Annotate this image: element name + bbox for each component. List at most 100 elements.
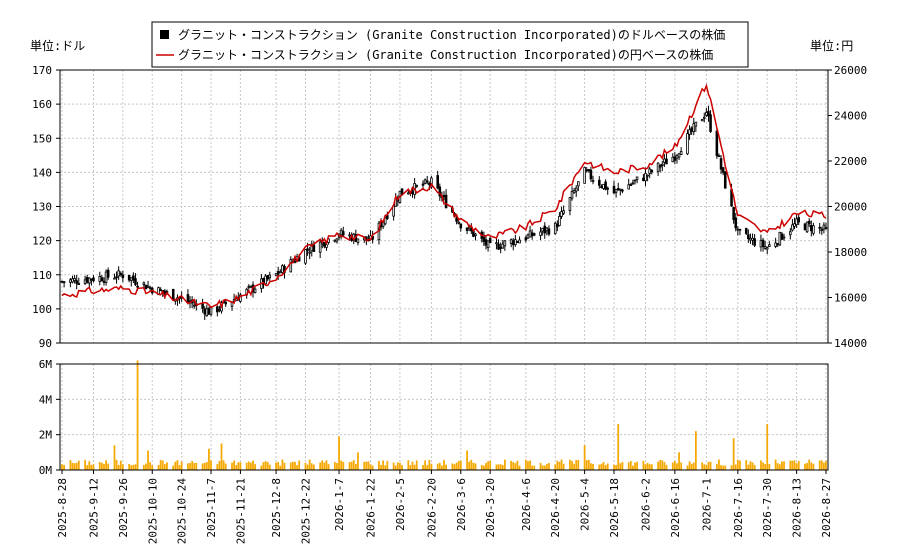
right-tick-label: 18000 — [834, 246, 867, 259]
left-tick-label: 170 — [32, 64, 52, 77]
price-plot-frame — [59, 69, 829, 344]
volume-bar — [789, 460, 792, 470]
volume-bar — [252, 460, 254, 470]
volume-bar — [466, 450, 468, 470]
usd-candle-body — [602, 183, 605, 190]
usd-candle-body — [77, 283, 81, 285]
volume-bar — [760, 460, 762, 470]
volume-bar — [327, 464, 330, 470]
usd-candle-body — [163, 290, 167, 294]
usd-candle-body — [658, 165, 662, 168]
volume-bar — [703, 464, 706, 470]
volume-bar — [218, 460, 221, 470]
volume-bar — [806, 463, 808, 470]
left-tick-label: 130 — [32, 201, 52, 214]
volume-bar — [436, 463, 439, 470]
usd-candle-body — [627, 184, 630, 190]
usd-candle-body — [526, 234, 530, 239]
volume-bar — [524, 459, 527, 470]
volume-bar — [793, 460, 796, 470]
volume-bar — [210, 460, 212, 470]
left-tick-label: 150 — [32, 132, 52, 145]
x-tick-label: 2025-9-26 — [117, 478, 130, 538]
price-panel: 90 100 110 120 130 140 150 160 170 14000 16000 180… — [32, 64, 867, 350]
volume-bar — [371, 465, 374, 470]
usd-candle-body — [484, 239, 488, 246]
volume-bar — [174, 461, 177, 470]
volume-bar — [556, 460, 559, 470]
x-tick-label: 2025-11-7 — [205, 478, 218, 538]
usd-candle-body — [721, 167, 725, 173]
volume-bar — [621, 461, 624, 470]
volume-bar — [333, 462, 336, 470]
usd-candle-body — [635, 176, 639, 180]
volume-bar — [503, 459, 506, 470]
volume-bar — [734, 464, 737, 470]
volume-bar — [61, 464, 63, 470]
volume-bar — [73, 463, 76, 470]
usd-candle-body — [88, 277, 91, 284]
jpy-price-line — [61, 83, 827, 310]
volume-axis-ticks: 0M 2M 4M 6M — [39, 358, 60, 477]
usd-candle-body — [436, 175, 439, 189]
volume-bar — [499, 464, 502, 470]
volume-bar — [531, 465, 534, 470]
usd-candle-body — [247, 286, 251, 288]
volume-bar — [321, 460, 324, 470]
usd-candle-body — [606, 187, 609, 190]
usd-candle-body — [705, 112, 708, 116]
volume-bar — [715, 464, 718, 470]
volume-bar — [413, 464, 416, 470]
usd-candle-body — [205, 308, 209, 317]
usd-candle-body — [810, 224, 813, 232]
volume-bar — [650, 464, 653, 470]
usd-candle-body — [62, 281, 66, 284]
volume-bar — [533, 465, 536, 470]
usd-candle-body — [776, 243, 780, 246]
volume-bar — [569, 459, 571, 470]
volume-bar — [69, 460, 72, 470]
volume-bar — [730, 465, 733, 470]
x-tick-label: 2025-12-8 — [270, 478, 283, 538]
left-tick-label: 140 — [32, 166, 52, 179]
volume-bar — [514, 463, 517, 470]
usd-candle-body — [509, 239, 513, 244]
usd-candle-body — [690, 127, 693, 132]
usd-candle-body — [75, 280, 78, 284]
usd-candle-body — [249, 285, 253, 288]
right-tick-label: 20000 — [834, 201, 867, 214]
volume-bar — [224, 463, 227, 470]
usd-candle-body — [325, 244, 328, 248]
volume-bar — [736, 459, 739, 470]
usd-candle-body — [289, 259, 293, 273]
volume-bar — [701, 462, 704, 470]
volume-bar — [518, 465, 521, 470]
usd-candle-body — [677, 153, 681, 158]
volume-bar — [516, 460, 519, 470]
volume-bar — [543, 465, 546, 470]
volume-bar — [298, 460, 301, 470]
usd-candle-body — [459, 223, 463, 229]
volume-bar — [598, 464, 601, 470]
usd-candle-body — [759, 239, 763, 248]
usd-candle-body — [749, 237, 752, 241]
usd-candle-body — [633, 179, 637, 182]
volume-bar — [823, 462, 825, 470]
volume-bar — [340, 460, 343, 470]
volume-bar — [222, 460, 225, 470]
usd-candle-body — [465, 227, 469, 231]
usd-candle-body — [612, 185, 616, 194]
volume-bar — [739, 460, 741, 470]
usd-candle-body — [216, 306, 219, 313]
volume-bar — [63, 464, 65, 470]
volume-bar — [161, 460, 164, 470]
usd-candle-body — [782, 236, 786, 239]
volume-bar — [575, 460, 578, 470]
usd-candle-body — [518, 239, 521, 244]
x-tick-label: 2025-8-28 — [56, 478, 69, 538]
volume-bar — [648, 464, 651, 470]
volume-bar — [764, 464, 767, 470]
volume-bar — [260, 465, 263, 470]
volume-bar — [795, 463, 798, 470]
volume-bar — [629, 461, 632, 470]
